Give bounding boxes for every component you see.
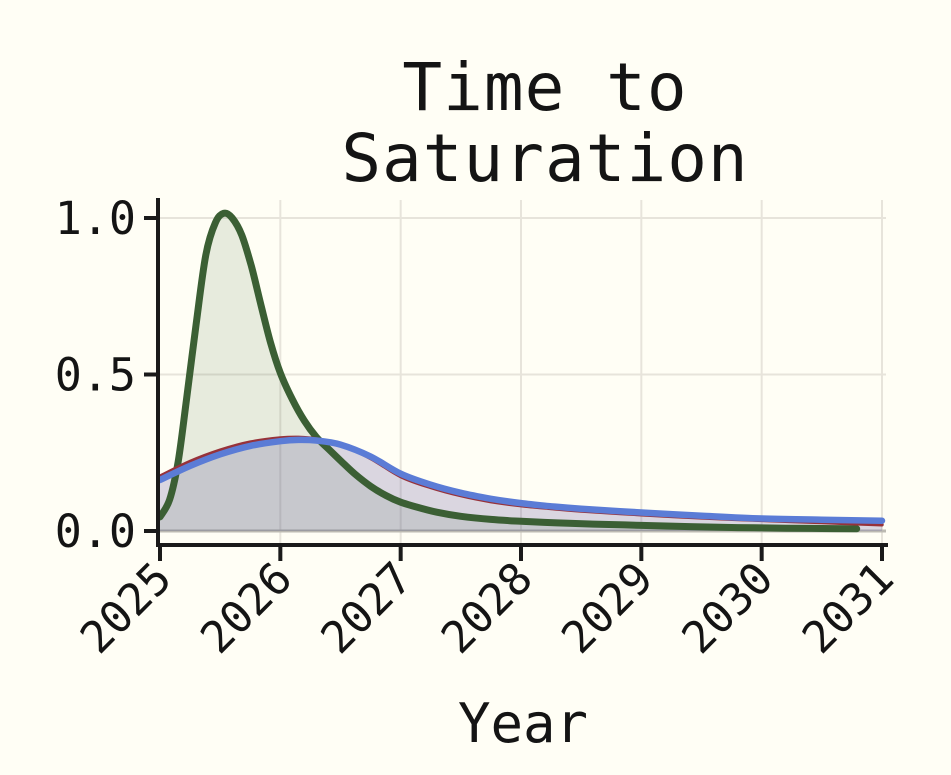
x-axis-label: Year xyxy=(457,692,589,755)
x-tick-label: 2030 xyxy=(672,553,783,664)
y-tick-label: 1.0 xyxy=(55,192,136,245)
y-tick-label: 0.5 xyxy=(55,349,136,402)
chart-title-line-1: Time to xyxy=(402,49,688,126)
chart-title: Time to Saturation xyxy=(145,52,945,195)
x-tick-label: 2025 xyxy=(71,553,182,664)
density-curve-green xyxy=(156,209,861,533)
density-fill-green xyxy=(160,213,857,531)
x-tick-label: 2026 xyxy=(191,553,302,664)
x-tick-label: 2027 xyxy=(311,553,422,664)
x-tick-label: 2028 xyxy=(432,553,543,664)
y-tick-label: 0.0 xyxy=(55,505,136,558)
chart-title-line-2: Saturation xyxy=(341,120,749,198)
density-curve-blue xyxy=(156,436,886,524)
x-tick-label: 2031 xyxy=(793,553,904,664)
x-tick-label: 2029 xyxy=(552,553,663,664)
